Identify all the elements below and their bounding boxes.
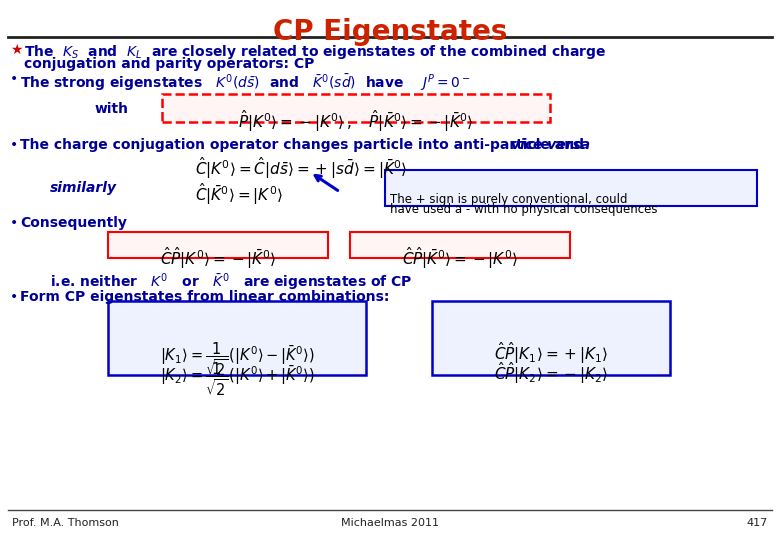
Text: with: with	[95, 102, 129, 116]
Bar	[108, 301, 366, 375]
Bar	[162, 94, 550, 122]
Text: Consequently: Consequently	[20, 216, 127, 230]
Text: $|K_2\rangle = \dfrac{1}{\sqrt{2}}(|K^0\rangle + |\bar{K}^0\rangle)$: $|K_2\rangle = \dfrac{1}{\sqrt{2}}(|K^0\…	[160, 360, 314, 397]
Text: $\hat{C}\hat{P}|\bar{K}^0\rangle = -|K^0\rangle$: $\hat{C}\hat{P}|\bar{K}^0\rangle = -|K^0…	[402, 245, 518, 271]
Text: CP Eigenstates: CP Eigenstates	[273, 18, 507, 46]
Text: $\hat{C}\hat{P}|K_1\rangle = +|K_1\rangle$: $\hat{C}\hat{P}|K_1\rangle = +|K_1\rangl…	[494, 340, 608, 366]
Text: Prof. M.A. Thomson: Prof. M.A. Thomson	[12, 518, 119, 528]
Text: Michaelmas 2011: Michaelmas 2011	[341, 518, 439, 528]
Text: The strong eigenstates   $K^{0}(d\bar{s})$  and   $\bar{K}^{0}(s\bar{d})$  have : The strong eigenstates $K^{0}(d\bar{s})$…	[20, 72, 470, 93]
Text: have used a - with no physical consequences: have used a - with no physical consequen…	[390, 203, 658, 216]
Text: •: •	[10, 138, 18, 152]
Text: $\hat{C}\hat{P}|K_2\rangle = -|K_2\rangle$: $\hat{C}\hat{P}|K_2\rangle = -|K_2\rangl…	[494, 360, 608, 386]
Text: $\hat{P}|K^0\rangle = -|K^0\rangle\,,\quad \hat{P}|\bar{K}^0\rangle = -|\bar{K}^: $\hat{P}|K^0\rangle = -|K^0\rangle\,,\qu…	[239, 108, 473, 134]
Text: conjugation and parity operators: CP: conjugation and parity operators: CP	[24, 57, 314, 71]
Text: $\hat{C}\hat{P}|K^0\rangle = -|\bar{K}^0\rangle$: $\hat{C}\hat{P}|K^0\rangle = -|\bar{K}^0…	[160, 245, 276, 271]
Text: $\hat{C}|K^0\rangle = \hat{C}|d\bar{s}\rangle = +|s\bar{d}\rangle = |\bar{K}^0\r: $\hat{C}|K^0\rangle = \hat{C}|d\bar{s}\r…	[195, 155, 407, 181]
Text: ★: ★	[10, 43, 23, 57]
Bar	[385, 170, 757, 206]
Text: $\hat{C}|\bar{K}^0\rangle = |K^0\rangle$: $\hat{C}|\bar{K}^0\rangle = |K^0\rangle$	[195, 181, 283, 207]
Text: •: •	[10, 72, 18, 86]
Text: similarly: similarly	[50, 181, 117, 195]
Text: •: •	[10, 290, 18, 304]
Text: Form CP eigenstates from linear combinations:: Form CP eigenstates from linear combinat…	[20, 290, 389, 304]
Text: •: •	[10, 216, 18, 230]
Text: The + sign is purely conventional, could: The + sign is purely conventional, could	[390, 193, 627, 206]
Text: vice versa: vice versa	[511, 138, 590, 152]
Text: i.e. neither   $K^0$   or   $\bar{K}^0$   are eigenstates of CP: i.e. neither $K^0$ or $\bar{K}^0$ are ei…	[50, 272, 413, 293]
Bar	[350, 232, 570, 258]
Text: 417: 417	[746, 518, 768, 528]
Text: $|K_1\rangle = \dfrac{1}{\sqrt{2}}(|K^0\rangle - |\bar{K}^0\rangle)$: $|K_1\rangle = \dfrac{1}{\sqrt{2}}(|K^0\…	[160, 340, 314, 377]
Text: The  $K_S$  and  $K_L$  are closely related to eigenstates of the combined charg: The $K_S$ and $K_L$ are closely related …	[24, 43, 607, 61]
Bar	[432, 301, 670, 375]
Text: The charge conjugation operator changes particle into anti-particle and: The charge conjugation operator changes …	[20, 138, 589, 152]
Bar	[108, 232, 328, 258]
